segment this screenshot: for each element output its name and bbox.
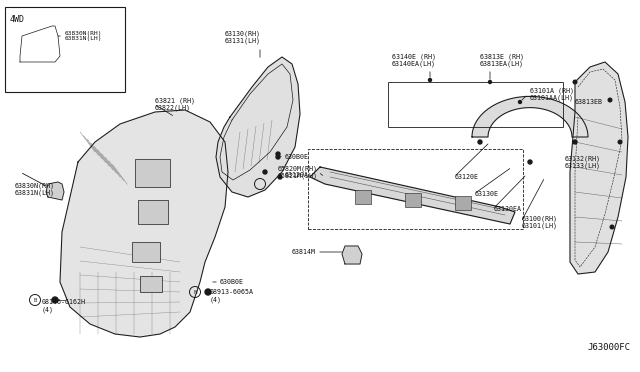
Text: J63000FC: J63000FC: [587, 343, 630, 352]
Polygon shape: [60, 110, 228, 337]
Text: 63130E: 63130E: [475, 191, 499, 197]
Text: 63132(RH)
63133(LH): 63132(RH) 63133(LH): [565, 155, 601, 169]
Polygon shape: [342, 246, 362, 264]
Circle shape: [488, 80, 492, 83]
Text: 63130EA: 63130EA: [494, 206, 522, 212]
Polygon shape: [310, 167, 515, 224]
Text: 4WD: 4WD: [10, 15, 25, 24]
Bar: [138, 200, 168, 224]
Text: 63830N(RH)
63831N(LH): 63830N(RH) 63831N(LH): [65, 31, 102, 41]
Circle shape: [528, 160, 532, 164]
Bar: [355, 190, 371, 204]
Bar: [388, 82, 563, 127]
Circle shape: [573, 80, 577, 84]
Circle shape: [429, 78, 431, 81]
Circle shape: [205, 289, 211, 295]
Circle shape: [618, 140, 622, 144]
Circle shape: [52, 297, 58, 303]
Text: 63814M: 63814M: [292, 249, 316, 255]
Text: 63821 (RH)
63822(LH): 63821 (RH) 63822(LH): [155, 97, 195, 111]
Polygon shape: [20, 26, 60, 62]
Bar: [308, 149, 523, 229]
Circle shape: [518, 100, 522, 103]
Bar: [455, 196, 471, 210]
Text: 63120A: 63120A: [285, 172, 309, 178]
Polygon shape: [472, 96, 588, 137]
Text: 63830N(RH)
63831N(LH): 63830N(RH) 63831N(LH): [15, 182, 55, 196]
Text: 63101A (RH)
63101AA(LH): 63101A (RH) 63101AA(LH): [530, 87, 574, 101]
Text: 630B0E: 630B0E: [285, 154, 309, 160]
Circle shape: [263, 170, 267, 174]
Bar: [132, 242, 160, 262]
Text: 63813EB: 63813EB: [575, 99, 603, 105]
Circle shape: [478, 140, 482, 144]
Text: N: N: [193, 289, 197, 295]
Text: 63140E (RH)
63140EA(LH): 63140E (RH) 63140EA(LH): [392, 53, 436, 67]
Text: B: B: [33, 298, 36, 302]
Text: 63120E: 63120E: [455, 174, 479, 180]
Circle shape: [610, 225, 614, 229]
Circle shape: [276, 152, 280, 156]
Bar: [140, 276, 162, 292]
Circle shape: [608, 98, 612, 102]
Circle shape: [573, 140, 577, 144]
Text: 630B0E: 630B0E: [220, 279, 244, 285]
Bar: [405, 193, 421, 207]
Bar: [135, 159, 170, 187]
Circle shape: [278, 175, 282, 179]
Text: 63130(RH)
63131(LH): 63130(RH) 63131(LH): [225, 30, 261, 44]
Polygon shape: [216, 57, 300, 197]
Text: 08913-6065A
(4): 08913-6065A (4): [210, 289, 254, 303]
Text: 63100(RH)
63101(LH): 63100(RH) 63101(LH): [522, 215, 558, 229]
Circle shape: [276, 155, 280, 159]
Text: 08146-6162H
(4): 08146-6162H (4): [42, 299, 86, 313]
Polygon shape: [46, 182, 64, 200]
Bar: [5, 7, 125, 92]
Text: 63813E (RH)
63813EA(LH): 63813E (RH) 63813EA(LH): [480, 53, 524, 67]
Polygon shape: [570, 62, 628, 274]
Text: 65820M(RH)
65821M(LH): 65820M(RH) 65821M(LH): [278, 165, 318, 179]
